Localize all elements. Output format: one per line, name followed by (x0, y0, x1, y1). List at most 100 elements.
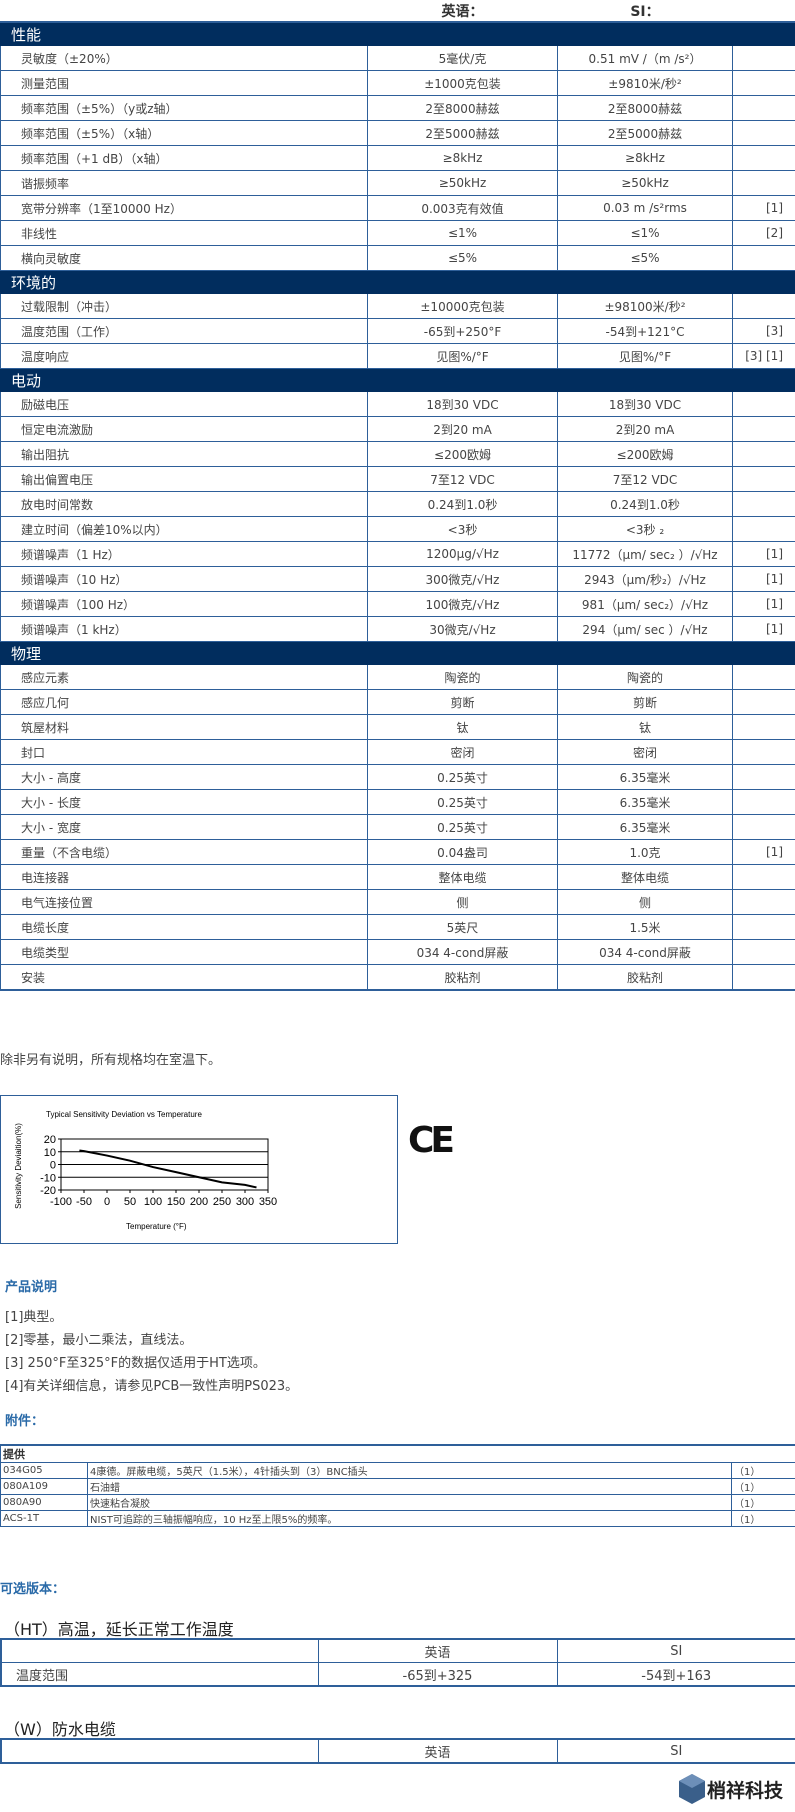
english-value: 0.24到1.0秒 (367, 491, 558, 517)
w-col-english: 英语 (317, 1738, 558, 1764)
english-value: ≤200欧姆 (367, 441, 558, 467)
english-value: ±1000克包装 (367, 70, 558, 96)
spec-label: 建立时间（偏差10%以内） (0, 516, 368, 542)
spec-label: 电连接器 (0, 864, 368, 890)
section-header: 环境的 (0, 270, 795, 294)
x-tick-label: 300 (236, 1196, 254, 1208)
y-tick-label: 20 (44, 1134, 56, 1146)
spec-row: 频谱噪声（100 Hz） 100微克/√Hz 981（μm/ sec₂）/√Hz [1… (0, 591, 795, 617)
w-col-si: SI (556, 1738, 795, 1764)
si-value: 见图%/°F (557, 343, 733, 369)
spec-label: 重量（不含电缆） (0, 839, 368, 865)
x-tick-label: 0 (104, 1196, 110, 1208)
options-title: 可选版本： (0, 1582, 66, 1597)
si-value: ≥50kHz (557, 170, 733, 196)
spec-row: 灵敏度（±20%） 5毫伏/克 0.51 mV /（m /s²） (0, 45, 795, 71)
english-value: 0.04盎司 (367, 839, 558, 865)
part-number: 080A90 (0, 1494, 88, 1511)
spec-row: 频率范围（±5%）（x轴） 2至5000赫兹 2至5000赫兹 (0, 120, 795, 146)
spec-row: 温度范围（工作） -65到+250°F -54到+121°C [3] (0, 318, 795, 344)
chart-box: 20 10 0 -10 -20 -100 -50 0 50 100 150 200 250 300 350 T… (0, 1095, 398, 1244)
english-value: 陶瓷的 (367, 664, 558, 690)
english-value: 2到20 mA (367, 416, 558, 442)
spec-row: 励磁电压 18到30 VDC 18到30 VDC (0, 391, 795, 417)
spec-label: 频率范围（±5%）（y或z轴） (0, 95, 368, 121)
spec-row: 筑屋材料钛钛 (0, 714, 795, 740)
si-value: 18到30 VDC (557, 391, 733, 417)
y-tick-label: 10 (44, 1147, 56, 1159)
spec-row: 输出偏置电压 7至12 VDC 7至12 VDC (0, 466, 795, 492)
data-line (79, 1149, 257, 1189)
spec-row: 放电时间常数 0.24到1.0秒 0.24到1.0秒 (0, 491, 795, 517)
si-value: 0.24到1.0秒 (557, 491, 733, 517)
col-english: 英语： (367, 0, 558, 23)
spec-row: 大小 - 宽度 0.25英寸 6.35毫米 (0, 814, 795, 840)
footnote-ref (732, 145, 795, 171)
accessory-row: ACS-1T NIST可追踪的三轴振幅响应，10 Hz至上限5%的频率。 （1） (0, 1510, 795, 1527)
spec-label: 电缆长度 (0, 914, 368, 940)
y-tick-label: 0 (50, 1160, 56, 1172)
si-value: 1.0克 (557, 839, 733, 865)
spec-label: 频率范围（±5%）（x轴） (0, 120, 368, 146)
english-value: 2至5000赫兹 (367, 120, 558, 146)
si-value: 294（μm/ sec ）/√Hz (557, 616, 733, 642)
spec-label: 频谱噪声（100 Hz） (0, 591, 368, 617)
si-value: ≥8kHz (557, 145, 733, 171)
english-value: 钛 (367, 714, 558, 740)
footnote-ref (732, 714, 795, 740)
x-tick-label: 350 (259, 1196, 277, 1208)
quantity: （1） (731, 1478, 795, 1495)
english-value: 5英尺 (367, 914, 558, 940)
english-value: -65到+250°F (367, 318, 558, 344)
footnote-ref: [1] (732, 566, 795, 592)
ce-mark-logo: CE (408, 1120, 455, 1161)
spec-label: 大小 - 宽度 (0, 814, 368, 840)
accessories-header: 提供 (0, 1444, 795, 1463)
spec-label: 温度范围（工作） (0, 318, 368, 344)
spec-table: 英语： SI： 性能 灵敏度（±20%） 5毫伏/克 0.51 mV /（m /s²）… (0, 0, 795, 991)
section-title: 性能 (0, 21, 795, 46)
spec-label: 频谱噪声（1 Hz） (0, 541, 368, 567)
company-logo: 梢祥科技 (679, 1774, 783, 1804)
spec-label: 筑屋材料 (0, 714, 368, 740)
spec-row: 谐振频率 ≥50kHz ≥50kHz (0, 170, 795, 196)
logo-cube-icon (679, 1774, 705, 1804)
footnote-ref (732, 864, 795, 890)
room-temp-note: 除非另有说明，所有规格均在室温下。 (0, 1053, 222, 1068)
footnote-ref (732, 391, 795, 417)
spec-label: 测量范围 (0, 70, 368, 96)
section-title: 环境的 (0, 270, 795, 294)
footnote-ref (732, 120, 795, 146)
spec-label: 谐振频率 (0, 170, 368, 196)
footnote-ref (732, 764, 795, 790)
part-number: ACS-1T (0, 1510, 88, 1527)
si-value: 密闭 (557, 739, 733, 765)
description: 石油蜡 (87, 1478, 732, 1495)
x-axis-label: Temperature (°F) (126, 1222, 187, 1231)
si-value: 2至5000赫兹 (557, 120, 733, 146)
english-value: 0.003克有效值 (367, 195, 558, 221)
english-value: 侧 (367, 889, 558, 915)
note-item: [1]典型。 (5, 1310, 63, 1325)
si-value: 2到20 mA (557, 416, 733, 442)
note-item: [4]有关详细信息，请参见PCB一致性声明PS023。 (5, 1379, 299, 1394)
spec-row: 温度响应 见图%/°F 见图%/°F [3] [1] (0, 343, 795, 369)
si-value: 剪断 (557, 689, 733, 715)
accessories-title: 附件： (5, 1414, 45, 1429)
english-value: <3秒 (367, 516, 558, 542)
spec-row: 频谱噪声（10 Hz） 300微克/√Hz 2943（μm/秒₂）/√Hz [1] (0, 566, 795, 592)
spec-row: 感应几何 剪断 剪断 (0, 689, 795, 715)
spec-row: 大小 - 高度 0.25英寸 6.35毫米 (0, 764, 795, 790)
si-value: 11772（μm/ sec₂ ）/√Hz (557, 541, 733, 567)
ht-option-table: 英语 SI 温度范围 -65到+325 -54到+163 (0, 1638, 795, 1687)
ht-col-si: SI (556, 1638, 795, 1663)
footnote-ref (732, 516, 795, 542)
spec-label: 非线性 (0, 220, 368, 246)
spec-row: 非线性 ≤1% ≤1% [2] (0, 220, 795, 246)
ht-col-english: 英语 (317, 1638, 558, 1663)
chart-title: Typical Sensitivity Deviation vs Tempera… (46, 1110, 202, 1119)
si-value: 7至12 VDC (557, 466, 733, 492)
spec-label: 频谱噪声（10 Hz） (0, 566, 368, 592)
si-value: ≤1% (557, 220, 733, 246)
